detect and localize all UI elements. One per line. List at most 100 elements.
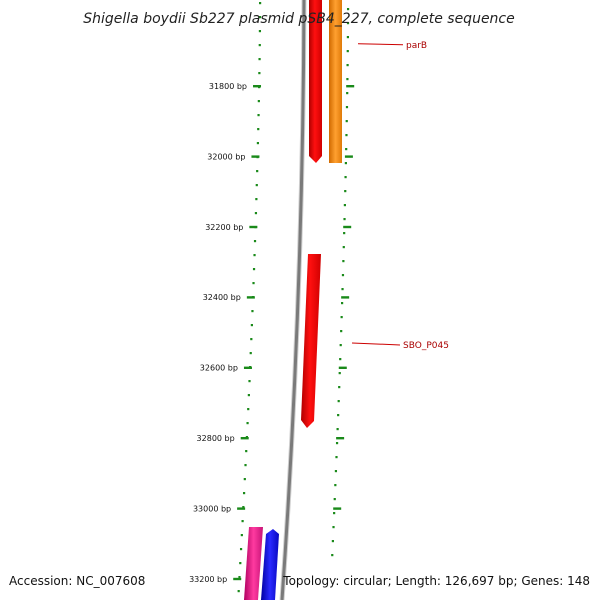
track-dot [239,562,242,565]
track-dot [343,232,346,235]
track-dot [346,22,350,25]
backbone-line-core [280,0,306,600]
gene-magenta [244,527,263,600]
track-dot [338,386,341,389]
tick-mark-outer [341,296,350,299]
track-dot [253,254,256,257]
track-dot [345,148,348,151]
tick-mark-inner [251,155,260,158]
tick-mark-outer [343,225,352,229]
gene-label: parB [406,41,427,51]
tick-label: 32400 bp [203,293,241,302]
track-dot [342,246,345,249]
tick-mark-outer [338,366,347,369]
track-dot [246,422,249,425]
track-dot [247,394,250,397]
track-dot [346,78,349,81]
track-dot [344,190,347,193]
track-dot [340,330,343,333]
track-dot [343,204,346,207]
tick-mark-outer [344,155,353,158]
accession-text: Accession: NC_007608 [9,574,146,588]
track-dot [339,344,342,347]
tick-mark-inner [249,225,258,229]
track-dot [238,576,241,579]
track-dot [333,498,336,501]
track-dot [345,120,348,123]
track-dot [346,8,350,11]
track-dot [346,50,349,53]
gene-leader-line [357,43,404,46]
track-dot [346,92,349,95]
track-dot [240,534,243,537]
track-dot [337,400,340,403]
tick-label: 31800 bp [209,82,247,91]
track-dot [331,554,334,557]
track-dot [253,240,257,243]
track-dot [255,198,258,201]
track-dot [258,72,261,75]
track-dot [346,64,349,67]
gene-red-upper [309,0,322,163]
track-dot [252,282,255,285]
track-dot [258,58,261,61]
track-dot [341,288,344,291]
topology-text: Topology: circular; Length: 126,697 bp; … [283,574,590,588]
track-dot [257,128,260,131]
track-dot [337,414,340,417]
track-dot [251,310,254,313]
track-dot [340,302,344,305]
track-dot [256,142,260,145]
gene-leader-line [351,342,401,346]
track-dot [345,134,348,137]
tick-mark-inner [233,577,242,581]
map-title: Shigella boydii Sb227 plasmid pSB4_227, … [83,11,514,27]
track-dot [258,44,261,47]
track-dot [340,316,343,319]
gene-orange-parb [329,0,342,163]
track-dot [239,548,243,551]
tick-mark-outer [336,437,345,440]
track-dot [250,338,253,341]
tick-mark-inner [253,85,262,88]
track-dot [241,520,244,523]
track-dot [258,30,262,33]
tick-label: 32800 bp [197,434,235,443]
tick-group: 31800 bp 32000 bp 32200 bp 32400 bp 32600 bp… [189,82,355,584]
track-dot [249,352,252,355]
tick-mark-inner [246,296,255,299]
track-dot [334,484,337,487]
track-dot [335,442,339,445]
track-dot [338,372,341,375]
track-dot [242,492,246,495]
track-dot [258,2,262,5]
track-dot [344,176,347,179]
gene-red-sbo-p045 [301,254,321,428]
track-dot [248,380,251,383]
track-dot [256,170,259,173]
track-dot [254,212,258,215]
track-dot [333,512,336,515]
track-dot [339,358,342,361]
track-dot [242,506,245,509]
tick-label: 33200 bp [189,575,227,584]
track-dot [258,16,262,19]
track-dot [335,456,338,459]
track-dot [334,470,338,473]
gene-label: SBO_P045 [403,341,449,351]
track-dot [247,408,250,411]
track-dot [244,464,247,467]
tick-label: 32200 bp [205,223,243,232]
track-dot [255,184,258,187]
tick-label: 33000 bp [193,504,231,513]
tick-mark-outer [346,85,355,88]
gene-blue [261,529,279,600]
outer-dot-track [331,8,350,557]
track-dot [257,100,260,103]
tick-mark-inner [237,507,246,510]
tick-mark-inner [243,366,252,369]
track-dot [257,114,260,117]
track-dot [341,274,345,277]
track-dot [336,428,339,431]
track-dot [342,260,345,263]
